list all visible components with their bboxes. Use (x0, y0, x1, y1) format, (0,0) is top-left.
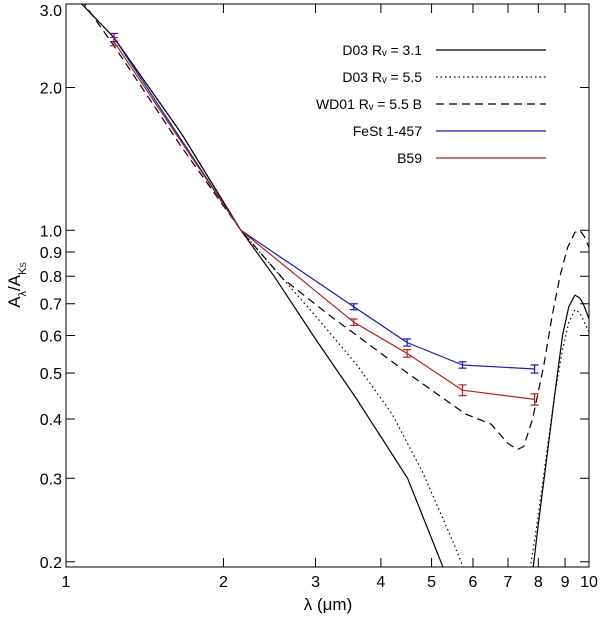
x-tick-label: 3 (311, 574, 320, 591)
y-tick-label: 0.5 (40, 366, 62, 383)
series-b59-errorbar (349, 318, 358, 327)
legend-label: D03 Rᵥ = 3.1 (342, 42, 422, 58)
legend: D03 Rᵥ = 3.1 D03 Rᵥ = 5.5 WD01 Rᵥ = 5.5 B F… (316, 42, 546, 166)
series-d03-rv-3-1-line (80, 4, 444, 567)
legend-label: D03 Rᵥ = 5.5 (342, 69, 422, 85)
legend-label: FeSt 1-457 (353, 123, 422, 139)
y-tick-label: 0.4 (40, 412, 62, 429)
series-d03-rv-5-5-line-segment-2 (529, 309, 589, 567)
series-b59-errorbar (530, 393, 539, 406)
series-fest-1-457-errorbar (530, 364, 539, 374)
series-b59-line (113, 41, 535, 400)
legend-label: B59 (397, 150, 422, 166)
axis-ticks: 1 2 3 4 5 6 7 8 9 10 0.2 0.3 0.4 0.5 0.6 0.7 0.8 0.9 1.0 2.… (40, 3, 598, 591)
y-axis-title: Aλ/AKS (5, 262, 29, 308)
legend-label: WD01 Rᵥ = 5.5 B (316, 96, 422, 112)
x-tick-label: 9 (561, 574, 570, 591)
series-fest-1-457-errorbar (458, 361, 467, 369)
legend-item: D03 Rᵥ = 3.1 (342, 42, 546, 58)
y-tick-label: 0.2 (40, 555, 62, 572)
y-tick-label: 0.8 (40, 269, 62, 286)
x-tick-label: 2 (219, 574, 228, 591)
x-tick-label: 10 (580, 574, 598, 591)
y-tick-label: 0.9 (40, 245, 62, 262)
series-d03-rv-5-5-line (80, 4, 464, 567)
y-tick-label: 0.7 (40, 297, 62, 314)
series-b59-errorbar (458, 384, 467, 397)
y-tick-label: 1.0 (40, 223, 62, 240)
legend-item: D03 Rᵥ = 5.5 (342, 69, 546, 85)
legend-item: FeSt 1-457 (353, 123, 546, 139)
y-tick-label: 0.6 (40, 329, 62, 346)
series-b59-errorbar (109, 36, 118, 47)
x-tick-label: 5 (427, 574, 436, 591)
x-tick-label: 4 (376, 574, 385, 591)
x-tick-label: 7 (504, 574, 513, 591)
y-tick-label: 3.0 (40, 3, 62, 20)
y-tick-label: 0.3 (40, 471, 62, 488)
series-fest-1-457-errorbar (349, 303, 358, 311)
series-b59-errorbar (403, 349, 412, 358)
x-tick-label: 8 (534, 574, 543, 591)
series-fest-1-457-errorbar (403, 338, 412, 347)
series-fest-1-457-line (113, 37, 535, 370)
x-axis-title: λ (μm) (304, 595, 353, 614)
y-tick-label: 2.0 (40, 81, 62, 98)
x-tick-label: 6 (469, 574, 478, 591)
plot-frame (65, 3, 590, 568)
plot-series (80, 4, 589, 567)
series-d03-rv-3-1-line-segment-2 (532, 294, 589, 567)
x-tick-label: 1 (62, 574, 71, 591)
legend-item: B59 (397, 150, 546, 166)
series-wd01-rv-5-5-b-line (83, 4, 589, 451)
legend-item: WD01 Rᵥ = 5.5 B (316, 96, 546, 112)
